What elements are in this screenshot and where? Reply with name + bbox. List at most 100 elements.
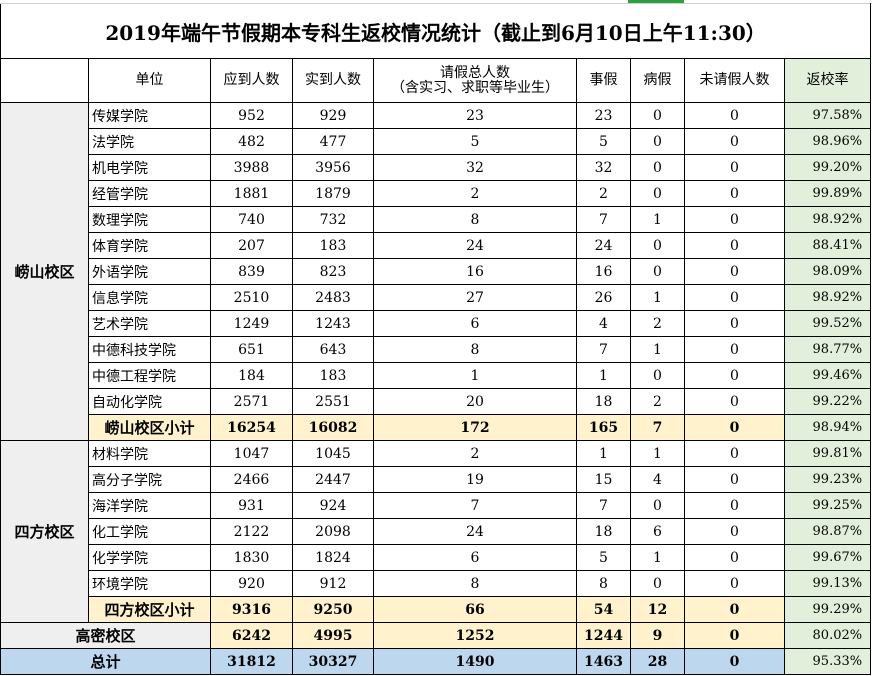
no-leave-cell[interactable]: 0 (684, 128, 785, 155)
header-expected[interactable]: 应到人数 (210, 58, 293, 103)
personal-leave-cell[interactable]: 2 (576, 180, 631, 207)
no-leave-cell[interactable]: 0 (684, 180, 785, 207)
sick-leave-cell[interactable]: 2 (630, 388, 685, 415)
expected-cell[interactable]: 740 (210, 206, 293, 233)
leave-total-cell[interactable]: 5 (373, 128, 577, 155)
unit-cell[interactable]: 外语学院 (88, 258, 211, 285)
sick-leave-cell[interactable]: 0 (630, 570, 685, 597)
unit-cell[interactable]: 中德科技学院 (88, 336, 211, 363)
leave-total-cell[interactable]: 24 (373, 518, 577, 545)
no-leave-cell[interactable]: 0 (684, 596, 785, 623)
sick-leave-cell[interactable]: 0 (630, 232, 685, 259)
leave-total-cell[interactable]: 8 (373, 206, 577, 233)
personal-leave-cell[interactable]: 26 (576, 284, 631, 311)
personal-leave-cell[interactable]: 24 (576, 232, 631, 259)
no-leave-cell[interactable]: 0 (684, 466, 785, 493)
return-rate-cell[interactable]: 99.89% (783, 180, 872, 207)
return-rate-cell[interactable]: 95.33% (783, 648, 872, 675)
sick-leave-cell[interactable]: 1 (630, 336, 685, 363)
return-rate-cell[interactable]: 99.29% (783, 596, 872, 623)
sheet-title[interactable]: 2019年端午节假期本专科生返校情况统计（截止到6月10日上午11:30） (0, 3, 872, 59)
expected-cell[interactable]: 184 (210, 362, 293, 389)
campus-cell[interactable]: 崂山校区 (0, 102, 89, 441)
actual-cell[interactable]: 1243 (292, 310, 374, 337)
sick-leave-cell[interactable]: 1 (630, 206, 685, 233)
expected-cell[interactable]: 3988 (210, 154, 293, 181)
header-return-rate[interactable]: 返校率 (783, 58, 872, 103)
actual-cell[interactable]: 732 (292, 206, 374, 233)
no-leave-cell[interactable]: 0 (684, 232, 785, 259)
header-actual[interactable]: 实到人数 (292, 58, 374, 103)
unit-cell[interactable]: 高分子学院 (88, 466, 211, 493)
sick-leave-cell[interactable]: 0 (630, 362, 685, 389)
actual-cell[interactable]: 929 (292, 102, 374, 129)
personal-leave-cell[interactable]: 7 (576, 492, 631, 519)
sick-leave-cell[interactable]: 2 (630, 310, 685, 337)
sick-leave-cell[interactable]: 0 (630, 492, 685, 519)
return-rate-cell[interactable]: 98.92% (783, 284, 872, 311)
leave-total-cell[interactable]: 20 (373, 388, 577, 415)
unit-cell[interactable]: 环境学院 (88, 570, 211, 597)
sick-leave-cell[interactable]: 0 (630, 128, 685, 155)
sick-leave-cell[interactable]: 7 (630, 414, 685, 441)
actual-cell[interactable]: 2551 (292, 388, 374, 415)
personal-leave-cell[interactable]: 23 (576, 102, 631, 129)
personal-leave-cell[interactable]: 5 (576, 544, 631, 571)
personal-leave-cell[interactable]: 7 (576, 336, 631, 363)
sick-leave-cell[interactable]: 6 (630, 518, 685, 545)
no-leave-cell[interactable]: 0 (684, 206, 785, 233)
campus-label-cell[interactable]: 高密校区 (0, 622, 211, 649)
expected-cell[interactable]: 931 (210, 492, 293, 519)
expected-cell[interactable]: 2122 (210, 518, 293, 545)
expected-cell[interactable]: 651 (210, 336, 293, 363)
unit-cell[interactable]: 经管学院 (88, 180, 211, 207)
no-leave-cell[interactable]: 0 (684, 440, 785, 467)
return-rate-cell[interactable]: 99.25% (783, 492, 872, 519)
leave-total-cell[interactable]: 1 (373, 362, 577, 389)
campus-label-cell[interactable]: 总计 (0, 648, 211, 675)
sick-leave-cell[interactable]: 0 (630, 102, 685, 129)
sick-leave-cell[interactable]: 0 (630, 154, 685, 181)
unit-cell[interactable]: 化工学院 (88, 518, 211, 545)
no-leave-cell[interactable]: 0 (684, 648, 785, 675)
actual-cell[interactable]: 4995 (292, 622, 374, 649)
no-leave-cell[interactable]: 0 (684, 336, 785, 363)
leave-total-cell[interactable]: 2 (373, 180, 577, 207)
unit-cell[interactable]: 中德工程学院 (88, 362, 211, 389)
no-leave-cell[interactable]: 0 (684, 414, 785, 441)
unit-cell[interactable]: 材料学院 (88, 440, 211, 467)
return-rate-cell[interactable]: 98.77% (783, 336, 872, 363)
actual-cell[interactable]: 1824 (292, 544, 374, 571)
actual-cell[interactable]: 183 (292, 362, 374, 389)
header-no-leave[interactable]: 未请假人数 (684, 58, 785, 103)
unit-cell[interactable]: 四方校区小计 (88, 596, 211, 623)
no-leave-cell[interactable]: 0 (684, 388, 785, 415)
personal-leave-cell[interactable]: 1 (576, 440, 631, 467)
personal-leave-cell[interactable]: 1 (576, 362, 631, 389)
actual-cell[interactable]: 3956 (292, 154, 374, 181)
header-sick-leave[interactable]: 病假 (630, 58, 685, 103)
personal-leave-cell[interactable]: 165 (576, 414, 631, 441)
sick-leave-cell[interactable]: 0 (630, 180, 685, 207)
actual-cell[interactable]: 1045 (292, 440, 374, 467)
leave-total-cell[interactable]: 32 (373, 154, 577, 181)
actual-cell[interactable]: 924 (292, 492, 374, 519)
leave-total-cell[interactable]: 8 (373, 336, 577, 363)
expected-cell[interactable]: 1830 (210, 544, 293, 571)
personal-leave-cell[interactable]: 18 (576, 388, 631, 415)
no-leave-cell[interactable]: 0 (684, 258, 785, 285)
sick-leave-cell[interactable]: 4 (630, 466, 685, 493)
personal-leave-cell[interactable]: 5 (576, 128, 631, 155)
no-leave-cell[interactable]: 0 (684, 544, 785, 571)
return-rate-cell[interactable]: 99.13% (783, 570, 872, 597)
return-rate-cell[interactable]: 99.20% (783, 154, 872, 181)
personal-leave-cell[interactable]: 32 (576, 154, 631, 181)
personal-leave-cell[interactable]: 8 (576, 570, 631, 597)
sick-leave-cell[interactable]: 9 (630, 622, 685, 649)
unit-cell[interactable]: 数理学院 (88, 206, 211, 233)
no-leave-cell[interactable]: 0 (684, 102, 785, 129)
leave-total-cell[interactable]: 8 (373, 570, 577, 597)
actual-cell[interactable]: 183 (292, 232, 374, 259)
return-rate-cell[interactable]: 99.67% (783, 544, 872, 571)
return-rate-cell[interactable]: 98.87% (783, 518, 872, 545)
